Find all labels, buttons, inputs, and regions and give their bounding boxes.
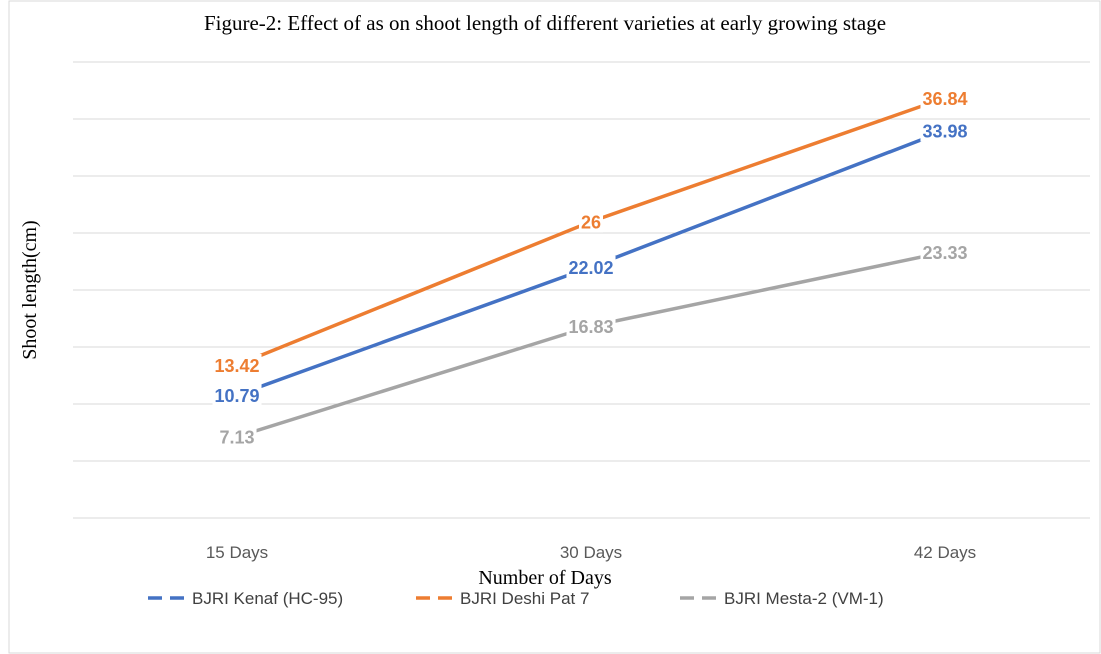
data-label-bg [566, 255, 616, 278]
data-label: 13.42 [214, 356, 259, 376]
data-label-group: 7.13 [217, 425, 257, 448]
data-label-bg [212, 383, 262, 406]
chart-border [8, 0, 1101, 654]
data-label-group: 26 [578, 210, 604, 233]
data-label-group: 16.83 [566, 315, 616, 338]
data-label-bg [566, 315, 616, 338]
x-tick-label: 30 Days [560, 543, 622, 562]
y-axis-title: Shoot length(cm) [19, 220, 41, 359]
data-label-bg [920, 119, 970, 142]
legend-label: BJRI Kenaf (HC-95) [192, 589, 343, 608]
x-tick-label: 42 Days [914, 543, 976, 562]
data-label: 23.33 [922, 243, 967, 263]
data-label: 16.83 [568, 317, 613, 337]
data-label-group: 33.98 [920, 119, 970, 142]
series-line [236, 250, 946, 439]
data-label-group: 10.79 [212, 383, 262, 406]
data-label: 10.79 [214, 386, 259, 406]
data-label: 36.84 [922, 89, 967, 109]
data-label-group: 13.42 [212, 354, 262, 377]
data-label-bg [920, 87, 970, 110]
legend-label: BJRI Deshi Pat 7 [460, 589, 589, 608]
legend-label: BJRI Mesta-2 (VM-1) [724, 589, 884, 608]
data-label: 7.13 [219, 428, 254, 448]
data-label-bg [578, 210, 604, 233]
data-label-group: 23.33 [920, 241, 970, 264]
data-label-bg [217, 425, 257, 448]
chart-title: Figure-2: Effect of as on shoot length o… [203, 11, 887, 35]
x-tick-label: 15 Days [206, 543, 268, 562]
data-label-bg [920, 241, 970, 264]
data-label-bg [212, 354, 262, 377]
data-label: 26 [581, 213, 601, 233]
x-axis-title: Number of Days [478, 567, 612, 589]
data-label: 33.98 [922, 122, 967, 142]
data-label: 22.02 [568, 258, 613, 278]
data-label-group: 36.84 [920, 87, 970, 110]
data-label-group: 22.02 [566, 255, 616, 278]
